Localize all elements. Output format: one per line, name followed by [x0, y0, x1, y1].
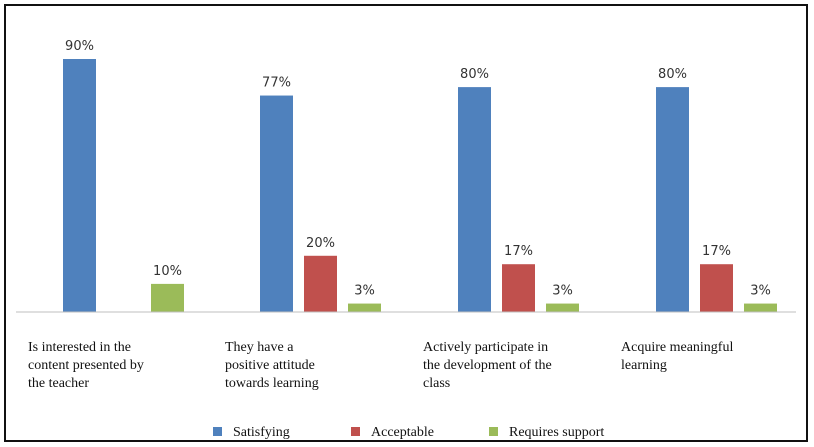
- category-label-1: Is interested in the content presented by…: [28, 340, 144, 391]
- bar-satisfying-4: [656, 87, 689, 312]
- bars-layer: [63, 59, 777, 313]
- bar-requires-support-2: [348, 303, 381, 312]
- value-label: 3%: [354, 284, 375, 299]
- value-label: 80%: [460, 67, 489, 82]
- bar-satisfying-1: [63, 59, 96, 312]
- chart-frame: 90% 10% 77% 20% 3% 80% 17% 3% 80% 17% 3% Is intere…: [4, 4, 808, 442]
- legend-swatch-satisfying: [213, 427, 222, 436]
- legend-label-satisfying: Satisfying: [233, 425, 290, 440]
- bar-acceptable-4: [700, 264, 733, 312]
- bar-acceptable-3: [502, 264, 535, 312]
- value-label: 3%: [552, 284, 573, 299]
- legend-label-requires-support: Requires support: [509, 425, 604, 440]
- bar-chart: 90% 10% 77% 20% 3% 80% 17% 3% 80% 17% 3% Is intere…: [16, 39, 796, 440]
- bar-satisfying-3: [458, 87, 491, 312]
- bar-requires-support-3: [546, 303, 579, 312]
- value-label: 17%: [504, 244, 533, 259]
- legend-swatch-requires-support: [489, 427, 498, 436]
- bar-satisfying-2: [260, 95, 293, 313]
- category-label-2: They have a positive attitude towards lear…: [225, 340, 319, 391]
- category-label-4: Acquire meaningful learning: [621, 340, 733, 373]
- value-label: 10%: [153, 264, 182, 279]
- value-label: 77%: [262, 76, 291, 91]
- bar-acceptable-2: [304, 255, 337, 312]
- legend-swatch-acceptable: [351, 427, 360, 436]
- value-label: 90%: [65, 39, 94, 54]
- bar-requires-support-1: [151, 283, 184, 312]
- category-labels-layer: Is interested in the content presented by…: [28, 340, 733, 391]
- bar-requires-support-4: [744, 303, 777, 312]
- value-label: 80%: [658, 67, 687, 82]
- value-label: 17%: [702, 244, 731, 259]
- legend: Satisfying Acceptable Requires support: [213, 425, 604, 440]
- category-label-3: Actively participate in the development o…: [423, 340, 552, 391]
- value-labels-layer: 90% 10% 77% 20% 3% 80% 17% 3% 80% 17% 3%: [65, 39, 771, 299]
- value-label: 3%: [750, 284, 771, 299]
- value-label: 20%: [306, 236, 335, 251]
- legend-label-acceptable: Acceptable: [371, 425, 434, 440]
